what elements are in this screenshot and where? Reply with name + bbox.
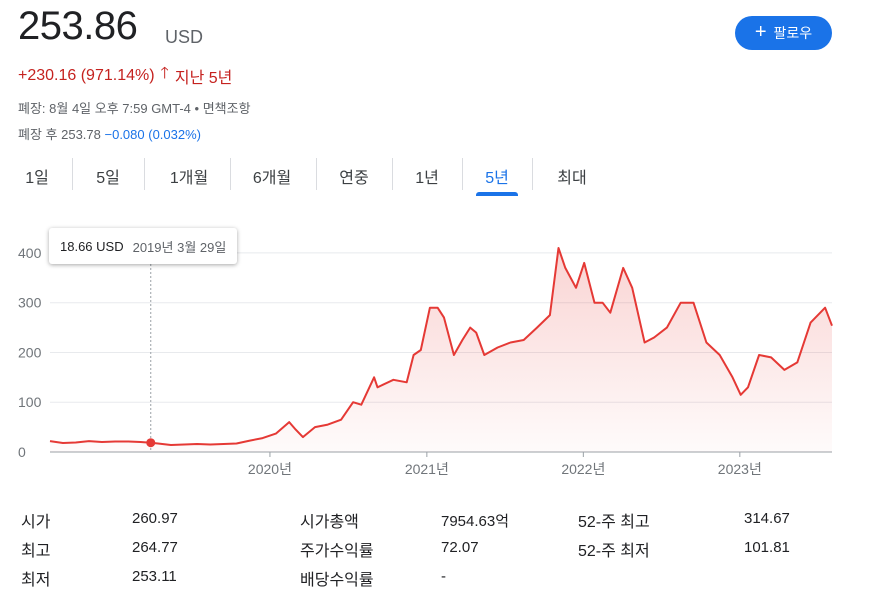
y-tick-label: 0 (18, 444, 26, 460)
tab-5y[interactable]: 5년 (476, 160, 518, 196)
stat-marketcap-value: 7954.63억 (441, 513, 510, 530)
stock-price: 253.86 (18, 4, 138, 48)
stat-marketcap-label: 시가총액 (300, 514, 359, 531)
price-change: +230.16 (971.14%) (18, 66, 155, 84)
after-hours-row: 폐장 후 253.78 −0.080 (0.032%) (18, 124, 201, 143)
tab-max[interactable]: 최대 (557, 170, 587, 187)
arrow-up-icon: 🡑 (160, 65, 169, 82)
stat-pe-label: 주가수익률 (300, 543, 374, 560)
x-tick-label: 2023년 (718, 461, 762, 477)
tab-1y[interactable]: 1년 (415, 170, 439, 187)
chart-tooltip: 18.66 USD 2019년 3월 29일 (49, 228, 238, 264)
tab-divider (144, 158, 145, 190)
tab-divider (462, 158, 463, 190)
y-tick-label: 300 (18, 295, 42, 311)
stat-52w-high-value: 314.67 (744, 510, 790, 527)
stat-high-value: 264.77 (132, 539, 178, 556)
stat-52w-high-label: 52-주 최고 (578, 514, 650, 531)
y-tick-label: 200 (18, 344, 42, 360)
tab-ytd[interactable]: 연중 (339, 170, 369, 187)
x-tick-label: 2022년 (561, 461, 605, 477)
stat-open-label: 시가 (21, 514, 51, 531)
stat-low-label: 최저 (21, 572, 51, 589)
price-change-row: +230.16 (971.14%) 🡑 지난 5년 (18, 62, 232, 89)
stat-low-value: 253.11 (132, 568, 177, 585)
y-tick-label: 100 (18, 394, 42, 410)
stat-dividend-value: - (441, 568, 446, 585)
tab-divider (392, 158, 393, 190)
tab-6m[interactable]: 6개월 (252, 170, 292, 187)
y-tick-label: 400 (18, 245, 42, 261)
currency-label: USD (165, 27, 204, 47)
follow-button-label: 팔로우 (773, 25, 813, 41)
stat-52w-low-value: 101.81 (744, 539, 790, 556)
range-tabs: 1일 5일 1개월 6개월 연중 1년 5년 최대 (0, 160, 620, 196)
stat-pe-value: 72.07 (441, 539, 479, 556)
price-chart[interactable]: 0 100 200 300 400 2020년 2021년 2022년 2023년 (0, 228, 883, 483)
stat-open-value: 260.97 (132, 510, 178, 527)
plus-icon: + (754, 21, 767, 43)
tooltip-value: 18.66 USD (60, 238, 124, 254)
stat-52w-low-label: 52-주 최저 (578, 543, 650, 560)
tab-divider (72, 158, 73, 190)
follow-button[interactable]: + 팔로우 (735, 16, 832, 50)
hover-point (146, 438, 156, 448)
price-area (50, 248, 832, 452)
tab-1m[interactable]: 1개월 (169, 170, 209, 187)
stat-dividend-label: 배당수익률 (300, 572, 374, 589)
x-tick-label: 2021년 (405, 461, 449, 477)
key-stats: 시가 260.97 최고 264.77 최저 253.11 시가총액 7954.… (0, 506, 883, 606)
tab-divider (532, 158, 533, 190)
tooltip-date: 2019년 3월 29일 (132, 239, 227, 255)
tab-1d[interactable]: 1일 (25, 170, 49, 187)
change-period: 지난 5년 (174, 69, 233, 87)
after-hours-price: 폐장 후 253.78 (18, 127, 101, 142)
after-hours-change: −0.080 (0.032%) (104, 127, 201, 142)
tab-divider (230, 158, 231, 190)
market-closed-info: 폐장: 8월 4일 오후 7:59 GMT-4 • 면책조항 (18, 101, 251, 116)
price-line (49, 247, 833, 446)
x-tick-label: 2020년 (248, 461, 292, 477)
stat-high-label: 최고 (21, 543, 51, 560)
tab-divider (316, 158, 317, 190)
tab-5d[interactable]: 5일 (96, 170, 120, 187)
